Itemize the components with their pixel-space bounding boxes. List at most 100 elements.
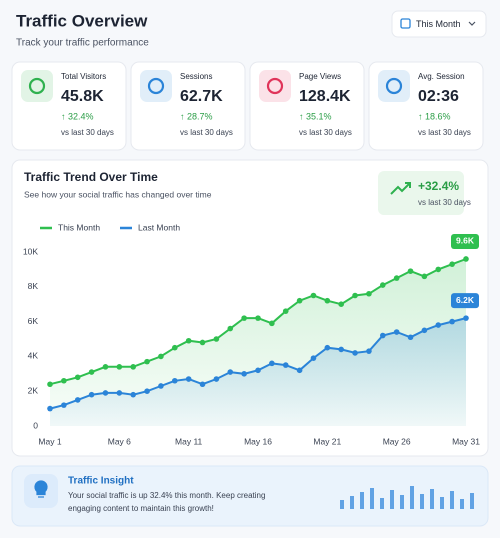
kpi-change: ↑ 32.4% bbox=[61, 111, 94, 121]
kpi-icon-bg bbox=[259, 70, 291, 102]
point bbox=[435, 322, 442, 328]
point bbox=[435, 266, 442, 273]
kpi-note: vs last 30 days bbox=[299, 128, 352, 137]
point bbox=[227, 325, 234, 332]
point bbox=[144, 388, 150, 395]
point bbox=[338, 301, 345, 308]
kpi-value: 02:36 bbox=[418, 88, 459, 105]
kpi-note: vs last 30 days bbox=[61, 128, 114, 137]
point bbox=[296, 297, 303, 304]
value-label: 6.2K bbox=[456, 295, 475, 305]
point bbox=[324, 297, 331, 304]
point bbox=[144, 358, 150, 365]
point bbox=[172, 377, 178, 384]
x-tick-label: May 16 bbox=[244, 436, 272, 446]
point bbox=[47, 405, 53, 412]
chart-subtitle: See how your social traffic has changed … bbox=[24, 189, 212, 199]
button-label[interactable]: This Month bbox=[416, 19, 461, 29]
point bbox=[296, 367, 303, 374]
point bbox=[366, 290, 372, 297]
trend-icon bbox=[390, 182, 411, 195]
point bbox=[158, 353, 164, 360]
point bbox=[74, 397, 81, 403]
point bbox=[102, 390, 109, 396]
point bbox=[463, 256, 469, 262]
point bbox=[213, 336, 220, 342]
kpi-value: 45.8K bbox=[61, 88, 104, 105]
point bbox=[407, 334, 414, 341]
bulb-icon bbox=[34, 480, 48, 498]
value-label-bg bbox=[451, 233, 479, 249]
point bbox=[199, 381, 206, 388]
point bbox=[421, 327, 428, 334]
x-tick-label: May 1 bbox=[38, 436, 61, 446]
kpi-card bbox=[368, 61, 484, 151]
kpi-change: ↑ 28.7% bbox=[180, 111, 213, 121]
x-tick-label: May 21 bbox=[313, 436, 341, 446]
x-tick-label: May 26 bbox=[383, 436, 411, 446]
point bbox=[241, 371, 247, 377]
point bbox=[269, 320, 275, 327]
point bbox=[255, 367, 261, 374]
value-label: 9.6K bbox=[456, 236, 475, 246]
point bbox=[116, 364, 123, 370]
point bbox=[449, 318, 455, 325]
point bbox=[116, 390, 123, 396]
point bbox=[74, 374, 81, 381]
kpi-icon bbox=[266, 77, 284, 95]
insight-title: Traffic Insight bbox=[68, 476, 134, 487]
point bbox=[158, 383, 164, 389]
point bbox=[47, 381, 53, 388]
point bbox=[380, 282, 386, 288]
kpi-value: 62.7K bbox=[180, 88, 223, 105]
point bbox=[310, 292, 317, 299]
point bbox=[199, 339, 206, 346]
y-tick-label: 8K bbox=[28, 281, 39, 291]
point bbox=[282, 308, 289, 314]
point bbox=[88, 391, 95, 398]
kpi-value: 128.4K bbox=[299, 88, 351, 105]
x-tick-label: May 11 bbox=[175, 436, 203, 446]
chevron bbox=[468, 21, 476, 26]
kpi-label: Total Visitors bbox=[61, 72, 106, 81]
x-tick-label: May 31 bbox=[452, 436, 480, 446]
page-title: Traffic Overview bbox=[16, 11, 148, 30]
kpi-change: ↑ 35.1% bbox=[299, 111, 332, 121]
point bbox=[352, 292, 358, 299]
period-button[interactable]: This Month bbox=[391, 10, 487, 38]
x-tick-label: May 6 bbox=[108, 436, 131, 446]
point bbox=[102, 364, 109, 370]
point bbox=[130, 364, 136, 370]
value-label-bg bbox=[451, 293, 479, 309]
growth-note: vs last 30 days bbox=[418, 198, 471, 207]
calendar-icon bbox=[400, 18, 411, 29]
y-tick-label: 4K bbox=[28, 351, 39, 361]
point bbox=[185, 376, 192, 382]
point bbox=[172, 344, 178, 351]
legend-label: This Month bbox=[58, 222, 100, 232]
kpi-card bbox=[11, 61, 127, 151]
point bbox=[241, 315, 247, 321]
kpi-icon bbox=[28, 77, 46, 95]
point bbox=[61, 377, 67, 384]
point bbox=[255, 315, 261, 321]
chart-title: Traffic Trend Over Time bbox=[24, 170, 158, 184]
point bbox=[310, 355, 317, 361]
point bbox=[407, 268, 414, 274]
button-bg[interactable] bbox=[391, 10, 487, 38]
y-tick-label: 2K bbox=[28, 385, 39, 395]
kpi-card bbox=[130, 61, 246, 151]
point bbox=[88, 369, 95, 375]
kpi-icon bbox=[147, 77, 165, 95]
insight-text: engaging content to maintain this growth… bbox=[68, 504, 214, 513]
point bbox=[130, 391, 136, 398]
point bbox=[366, 348, 372, 354]
kpi-cards: Total Visitors 45.8K ↑ 32.4% vs last 30 day… bbox=[11, 61, 484, 151]
point bbox=[269, 360, 275, 367]
point bbox=[421, 273, 428, 280]
point bbox=[380, 332, 386, 339]
y-tick-label: 0 bbox=[33, 420, 38, 430]
y-tick-label: 10K bbox=[23, 246, 38, 256]
y-tick-label: 6K bbox=[28, 316, 39, 326]
